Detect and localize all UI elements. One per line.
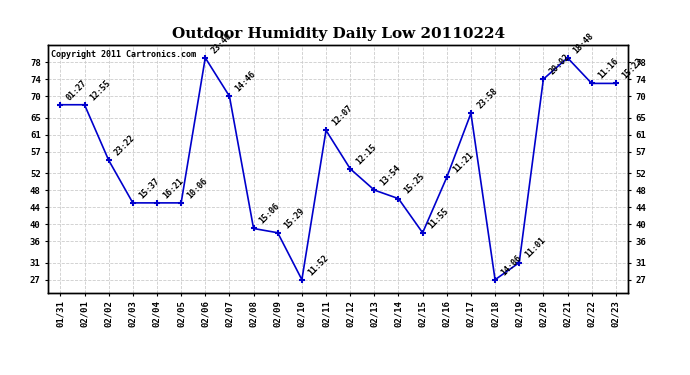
Text: 16:21: 16:21 — [161, 176, 185, 200]
Title: Outdoor Humidity Daily Low 20110224: Outdoor Humidity Daily Low 20110224 — [172, 27, 504, 41]
Text: Copyright 2011 Cartronics.com: Copyright 2011 Cartronics.com — [51, 50, 196, 59]
Text: 11:55: 11:55 — [427, 206, 451, 230]
Text: 10:06: 10:06 — [186, 176, 209, 200]
Text: 15:29: 15:29 — [282, 206, 306, 230]
Text: 12:15: 12:15 — [355, 142, 378, 166]
Text: 13:54: 13:54 — [379, 163, 402, 187]
Text: 15:06: 15:06 — [258, 202, 282, 226]
Text: 15:25: 15:25 — [403, 172, 426, 196]
Text: 11:01: 11:01 — [524, 236, 547, 260]
Text: 14:46: 14:46 — [234, 69, 257, 93]
Text: 14:06: 14:06 — [500, 253, 523, 277]
Text: 23:40: 23:40 — [210, 31, 233, 55]
Text: 12:55: 12:55 — [89, 78, 112, 102]
Text: 20:02: 20:02 — [548, 53, 571, 76]
Text: 15:23: 15:23 — [620, 57, 644, 81]
Text: 01:27: 01:27 — [65, 78, 88, 102]
Text: 15:37: 15:37 — [137, 176, 161, 200]
Text: 23:58: 23:58 — [475, 87, 499, 111]
Text: 12:07: 12:07 — [331, 104, 354, 128]
Text: 11:52: 11:52 — [306, 253, 330, 277]
Text: 18:48: 18:48 — [572, 31, 595, 55]
Text: 23:22: 23:22 — [113, 134, 137, 158]
Text: 11:21: 11:21 — [451, 150, 475, 174]
Text: 11:16: 11:16 — [596, 57, 620, 81]
